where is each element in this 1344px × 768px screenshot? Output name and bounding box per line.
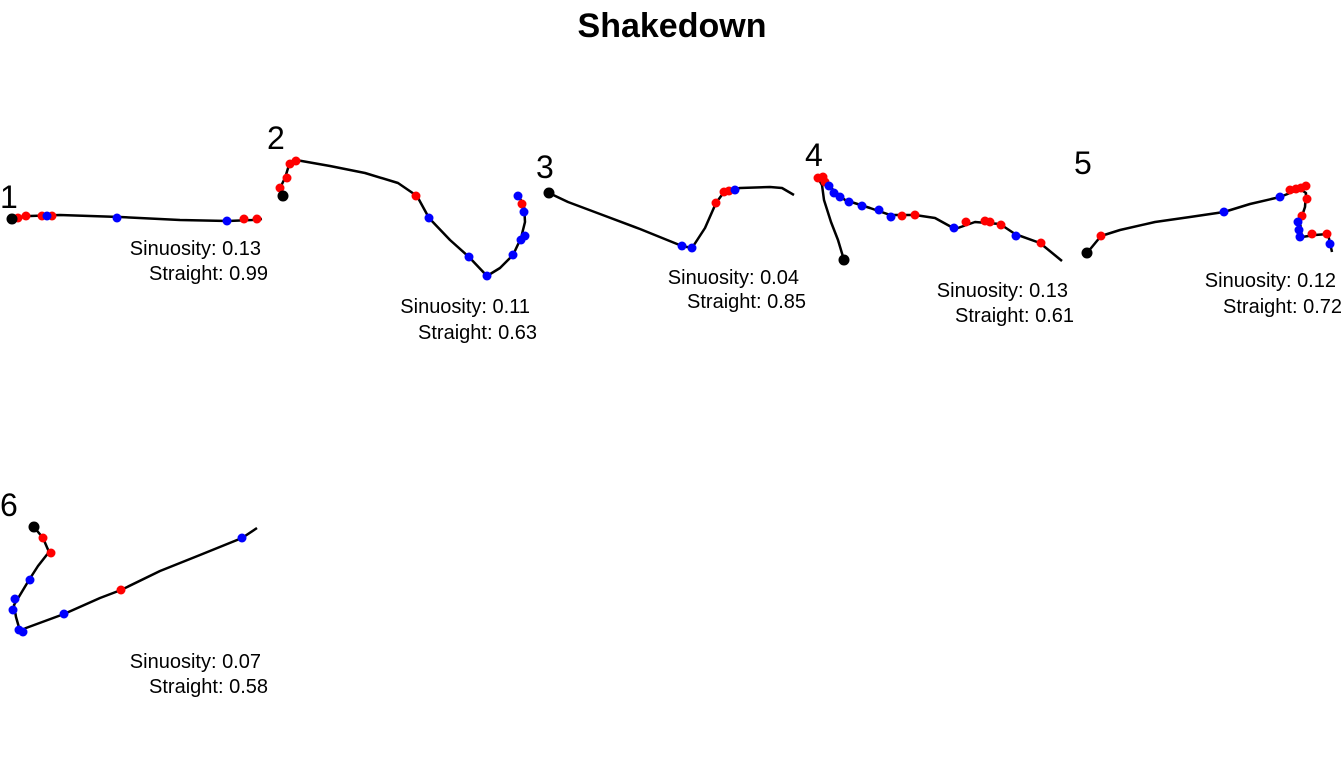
blue-point (857, 201, 867, 211)
red-point (996, 220, 1006, 230)
start-point (1081, 247, 1093, 259)
red-point (282, 173, 292, 183)
blue-point (519, 207, 529, 217)
trajectory-path (278, 158, 527, 278)
start-point (277, 190, 289, 202)
red-point (21, 211, 31, 221)
panel-label: 1 (0, 179, 18, 215)
blue-point (513, 191, 523, 201)
panel-label: 6 (0, 487, 18, 523)
red-point (46, 548, 56, 558)
straightness-label: Straight: 0.99 (149, 263, 268, 285)
red-point (910, 210, 920, 220)
red-point (1307, 229, 1317, 239)
blue-point (730, 185, 740, 195)
panel-label: 2 (267, 120, 285, 156)
trajectory-path (12, 526, 258, 633)
red-point (252, 214, 262, 224)
red-point (985, 217, 995, 227)
panel-label: 3 (536, 149, 554, 185)
red-point (1322, 229, 1332, 239)
blue-point (42, 211, 52, 221)
sinuosity-label: Sinuosity: 0.07 (130, 651, 261, 673)
red-point (1096, 231, 1106, 241)
panel-3 (543, 185, 795, 253)
panel-4 (813, 172, 1063, 266)
blue-point (1295, 232, 1305, 242)
blue-point (237, 533, 247, 543)
red-point (411, 191, 421, 201)
blue-point (835, 192, 845, 202)
sinuosity-label: Sinuosity: 0.04 (668, 267, 799, 289)
blue-point (222, 216, 232, 226)
chart-title: Shakedown (578, 7, 767, 45)
blue-point (824, 181, 834, 191)
sinuosity-label: Sinuosity: 0.13 (130, 238, 261, 260)
blue-point (482, 271, 492, 281)
blue-point (508, 250, 518, 260)
red-point (291, 156, 301, 166)
straightness-label: Straight: 0.58 (149, 676, 268, 698)
blue-point (25, 575, 35, 585)
blue-point (1275, 192, 1285, 202)
panel-1 (6, 211, 263, 226)
red-point (711, 198, 721, 208)
red-point (116, 585, 126, 595)
blue-point (424, 213, 434, 223)
blue-point (18, 627, 28, 637)
trajectory-path (816, 176, 1063, 262)
red-point (961, 217, 971, 227)
blue-point (10, 594, 20, 604)
red-point (1302, 194, 1312, 204)
straightness-label: Straight: 0.61 (955, 305, 1074, 327)
red-point (239, 214, 249, 224)
start-point (543, 187, 555, 199)
straightness-label: Straight: 0.85 (687, 291, 806, 313)
blue-point (1219, 207, 1229, 217)
blue-point (874, 205, 884, 215)
red-point (517, 199, 527, 209)
panel-label: 5 (1074, 145, 1092, 181)
blue-point (1325, 239, 1335, 249)
blue-point (464, 252, 474, 262)
red-point (275, 183, 285, 193)
red-point (38, 533, 48, 543)
panel-label: 4 (805, 137, 823, 173)
blue-point (112, 213, 122, 223)
start-point (838, 254, 850, 266)
blue-point (677, 241, 687, 251)
red-point (1036, 238, 1046, 248)
red-point (897, 211, 907, 221)
blue-point (949, 223, 959, 233)
panel-2 (275, 156, 530, 281)
blue-point (520, 231, 530, 241)
blue-point (844, 197, 854, 207)
panel-5 (1081, 181, 1335, 259)
blue-point (1294, 225, 1304, 235)
blue-point (8, 605, 18, 615)
blue-point (1011, 231, 1021, 241)
straightness-label: Straight: 0.63 (418, 322, 537, 344)
blue-point (59, 609, 69, 619)
start-point (28, 521, 40, 533)
sinuosity-label: Sinuosity: 0.11 (400, 296, 530, 318)
red-point (1301, 181, 1311, 191)
blue-point (1293, 217, 1303, 227)
straightness-label: Straight: 0.72 (1223, 296, 1342, 318)
blue-point (687, 243, 697, 253)
sinuosity-label: Sinuosity: 0.12 (1205, 270, 1336, 292)
panel-6 (8, 521, 258, 637)
trajectory-path (548, 185, 795, 250)
start-point (6, 213, 18, 225)
blue-point (886, 212, 896, 222)
sinuosity-label: Sinuosity: 0.13 (937, 280, 1068, 302)
